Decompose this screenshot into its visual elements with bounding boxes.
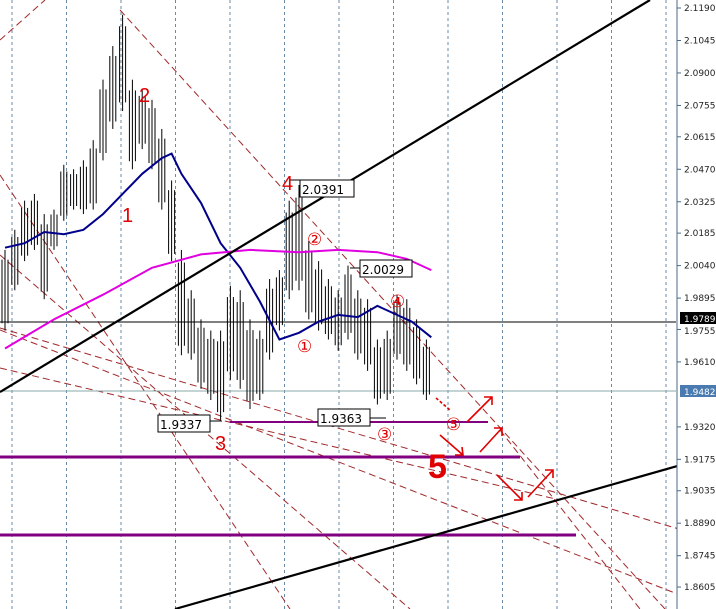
ask-price-tag: 1.9482 — [680, 385, 716, 398]
price-box-label: 1.9363 — [320, 412, 362, 426]
axis-tick-label: 1.8890 — [684, 519, 716, 529]
axis-tick-label: 1.9755 — [684, 327, 716, 337]
channel-line — [0, 329, 716, 609]
channel-line — [119, 9, 666, 609]
subwave-label-5: ⑤ — [446, 415, 461, 435]
axis-tick-label: 1.9610 — [684, 358, 716, 368]
channel-line — [0, 0, 46, 41]
wave-label-3: 3 — [215, 433, 226, 455]
price-bars — [1, 14, 430, 421]
wave-label-1: 1 — [122, 205, 133, 227]
arrow-icon — [439, 434, 464, 456]
wave-label-5: 5 — [428, 448, 447, 486]
subwave-label-1: ① — [297, 337, 312, 357]
channel-line — [0, 327, 716, 541]
moving-average-slow — [4, 248, 432, 350]
price-box: 1.9337 — [157, 414, 222, 433]
price-box-label: 2.0391 — [302, 183, 344, 197]
bid-price-tag: 1.9789 — [680, 312, 716, 325]
price-box-label: 2.0029 — [362, 263, 404, 277]
wave-label-4: 4 — [282, 173, 293, 195]
axis-tick-label: 2.1045 — [684, 36, 716, 46]
axis-tick-label: 1.9175 — [684, 455, 716, 465]
arrow-icon — [479, 427, 503, 453]
subwave-label-2: ② — [307, 230, 322, 250]
channel-line — [0, 174, 291, 609]
subwave-label-4: ④ — [390, 292, 405, 312]
arrow-icon — [527, 469, 554, 498]
axis-tick-label: 1.9320 — [684, 423, 716, 433]
bid-price-label: 1.9789 — [684, 315, 716, 325]
channel-line — [499, 429, 641, 609]
axis-tick-label: 2.0040 — [684, 262, 716, 272]
price-box: 1.9363 — [317, 408, 386, 427]
subwave-label-3: ③ — [377, 425, 392, 445]
axis-tick-label: 1.8745 — [684, 552, 716, 562]
price-box-label: 1.9337 — [160, 418, 202, 432]
axis-tick-label: 1.8605 — [684, 583, 716, 593]
support-levels — [0, 421, 576, 537]
axis-tick-label: 1.9895 — [684, 294, 716, 304]
price-axis[interactable] — [677, 0, 716, 609]
axis-tick-label: 1.9035 — [684, 487, 716, 497]
arrow-icon — [435, 397, 451, 411]
axis-tick-label: 2.0185 — [684, 229, 716, 239]
axis-tick-label: 2.0615 — [684, 133, 716, 143]
price-box: 2.0391 — [290, 179, 355, 198]
channel-line — [0, 367, 561, 501]
axis-tick-label: 2.0900 — [684, 69, 716, 79]
arrow-icon — [496, 474, 523, 501]
arrow-icon — [466, 396, 493, 423]
axis-tick-label: 2.0325 — [684, 198, 716, 208]
axis-tick-label: 2.1190 — [684, 4, 716, 14]
ask-price-label: 1.9482 — [684, 388, 716, 398]
wave-label-2: 2 — [139, 85, 150, 107]
price-box: 2.0029 — [350, 259, 413, 278]
trendline-lower[interactable] — [174, 453, 716, 609]
projection-arrows — [435, 396, 554, 501]
moving-average-fast — [4, 152, 432, 341]
axis-tick-label: 2.0470 — [684, 165, 716, 175]
moving-averages — [4, 152, 432, 350]
axis-tick-label: 2.0755 — [684, 101, 716, 111]
price-axis-ticks: 2.1190 2.1045 2.0900 2.0755 2.0615 2.0470 2.03… — [677, 4, 716, 593]
